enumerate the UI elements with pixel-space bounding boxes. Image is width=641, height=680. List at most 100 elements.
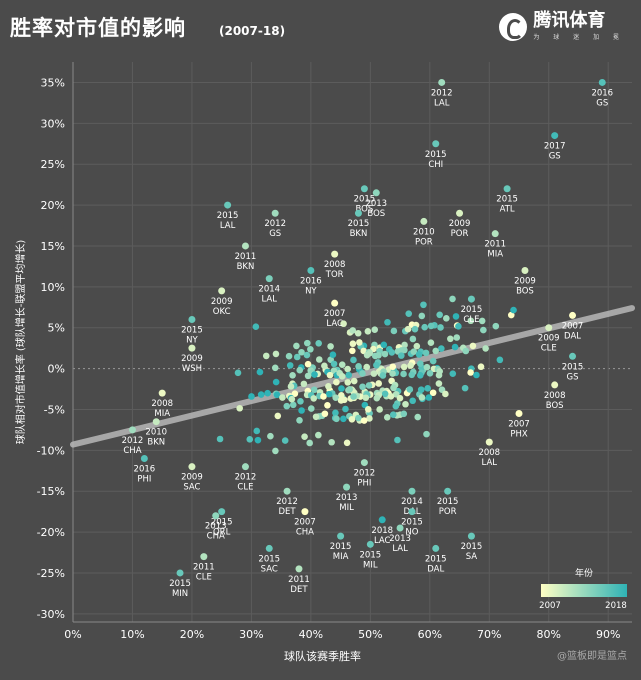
point-year-label: 2013 (205, 522, 227, 532)
data-point (328, 438, 335, 446)
chart-title: 胜率对市值的影响 (10, 16, 186, 40)
point-team-label: SA (466, 552, 478, 562)
labeled-point (396, 524, 404, 532)
legend-gradient-bar (541, 584, 627, 597)
data-point (432, 347, 439, 355)
x-tick-label: 50% (358, 628, 382, 641)
labeled-point (218, 508, 226, 516)
data-point (267, 432, 274, 440)
point-year-label: 2009 (211, 297, 233, 307)
labeled-point (372, 189, 380, 197)
point-team-label: BOS (367, 209, 385, 219)
point-year-label: 2016 (300, 276, 322, 286)
data-point (370, 370, 378, 377)
data-point (293, 353, 301, 361)
labeled-point (467, 532, 475, 540)
data-point (307, 345, 314, 353)
data-point (400, 370, 407, 378)
labeled-point (140, 454, 148, 462)
point-year-label: 2007 (294, 518, 316, 528)
data-point (408, 371, 416, 379)
y-tick-label: 0% (48, 363, 65, 376)
point-team-label: MIN (172, 589, 188, 599)
point-year-label: 2018 (371, 526, 393, 536)
data-point (291, 390, 299, 397)
data-point (362, 394, 370, 402)
data-point (310, 395, 318, 402)
data-point (418, 312, 426, 320)
data-point (311, 371, 318, 378)
data-point (435, 380, 443, 387)
point-team-label: PHI (357, 479, 371, 489)
data-point (254, 436, 262, 444)
labeled-point (295, 565, 303, 573)
data-point (350, 356, 357, 364)
labeled-point (515, 410, 523, 418)
data-point (492, 322, 500, 330)
data-point (424, 385, 431, 392)
data-point (350, 393, 357, 400)
data-point (300, 380, 308, 388)
labeled-points: 2012LAL2016GS2017GS2015CHI2015BOS2013BOS… (122, 78, 613, 599)
point-team-label: BKN (237, 262, 255, 272)
legend-title: 年份 (575, 567, 593, 579)
labeled-point (485, 438, 493, 446)
data-point (359, 370, 366, 377)
point-year-label: 2011 (288, 575, 310, 585)
data-point (409, 397, 416, 405)
labeled-point (569, 311, 577, 319)
data-point (325, 382, 332, 390)
x-tick-label: 0% (64, 628, 81, 641)
y-tick-label: 20% (41, 199, 65, 212)
data-point (435, 371, 443, 379)
data-point (429, 389, 437, 397)
point-year-label: 2007 (324, 309, 346, 319)
labeled-point (283, 487, 291, 495)
data-point (405, 310, 413, 317)
legend-max-label: 2018 (605, 601, 627, 611)
data-point (349, 340, 357, 348)
data-point (400, 363, 408, 371)
data-point (426, 370, 434, 377)
logo-subtext: 为 球 迷 加 冕 (533, 34, 625, 41)
data-point (375, 380, 383, 387)
point-team-label: DAL (564, 331, 581, 341)
point-team-label: LAC (326, 319, 343, 329)
point-team-label: LAL (434, 98, 450, 108)
data-point (429, 357, 437, 365)
point-year-label: 2012 (354, 469, 376, 479)
point-year-label: 2011 (484, 240, 506, 250)
point-team-label: CLE (196, 573, 212, 583)
data-point (461, 384, 469, 392)
y-tick-label: 10% (41, 281, 65, 294)
data-point (406, 386, 414, 393)
point-year-label: 2008 (544, 391, 566, 401)
point-year-label: 2011 (193, 563, 215, 573)
point-team-label: GS (549, 152, 561, 162)
data-point (404, 325, 412, 333)
point-team-label: BOS (546, 401, 564, 411)
x-tick-label: 10% (120, 628, 144, 641)
data-point (452, 313, 460, 320)
point-year-label: 2015 (217, 211, 239, 221)
data-point (401, 341, 408, 349)
data-point (496, 356, 504, 364)
x-tick-label: 60% (418, 628, 442, 641)
data-point (264, 389, 271, 397)
labeled-point (307, 266, 315, 274)
point-team-label: SAC (183, 483, 200, 493)
labeled-point (158, 389, 166, 397)
point-year-label: 2016 (591, 88, 613, 98)
point-team-label: CLE (541, 344, 557, 354)
data-point (296, 366, 304, 374)
data-point (364, 406, 372, 413)
point-team-label: MIL (339, 503, 354, 513)
data-point (373, 361, 380, 369)
data-point (443, 315, 450, 322)
data-point (422, 349, 430, 357)
trendline (70, 305, 635, 448)
point-team-label: GS (596, 98, 608, 108)
point-year-label: 2017 (544, 142, 566, 152)
data-point (340, 320, 347, 328)
